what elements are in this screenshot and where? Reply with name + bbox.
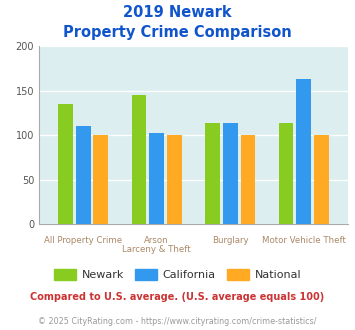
Bar xyxy=(223,123,237,224)
Bar xyxy=(76,126,91,224)
Legend: Newark, California, National: Newark, California, National xyxy=(49,265,306,284)
Bar xyxy=(241,135,255,224)
Bar xyxy=(314,135,329,224)
Bar xyxy=(167,135,182,224)
Text: Arson: Arson xyxy=(144,236,169,245)
Bar xyxy=(279,123,294,224)
Text: 2019 Newark: 2019 Newark xyxy=(123,5,232,20)
Text: Larceny & Theft: Larceny & Theft xyxy=(122,245,191,254)
Bar xyxy=(149,133,164,224)
Bar xyxy=(132,95,146,224)
Text: Motor Vehicle Theft: Motor Vehicle Theft xyxy=(262,236,346,245)
Bar xyxy=(93,135,108,224)
Bar xyxy=(205,123,220,224)
Text: All Property Crime: All Property Crime xyxy=(44,236,122,245)
Text: © 2025 CityRating.com - https://www.cityrating.com/crime-statistics/: © 2025 CityRating.com - https://www.city… xyxy=(38,317,317,326)
Text: Compared to U.S. average. (U.S. average equals 100): Compared to U.S. average. (U.S. average … xyxy=(31,292,324,302)
Text: Property Crime Comparison: Property Crime Comparison xyxy=(63,25,292,40)
Bar xyxy=(58,104,73,224)
Bar xyxy=(296,79,311,224)
Text: Burglary: Burglary xyxy=(212,236,248,245)
